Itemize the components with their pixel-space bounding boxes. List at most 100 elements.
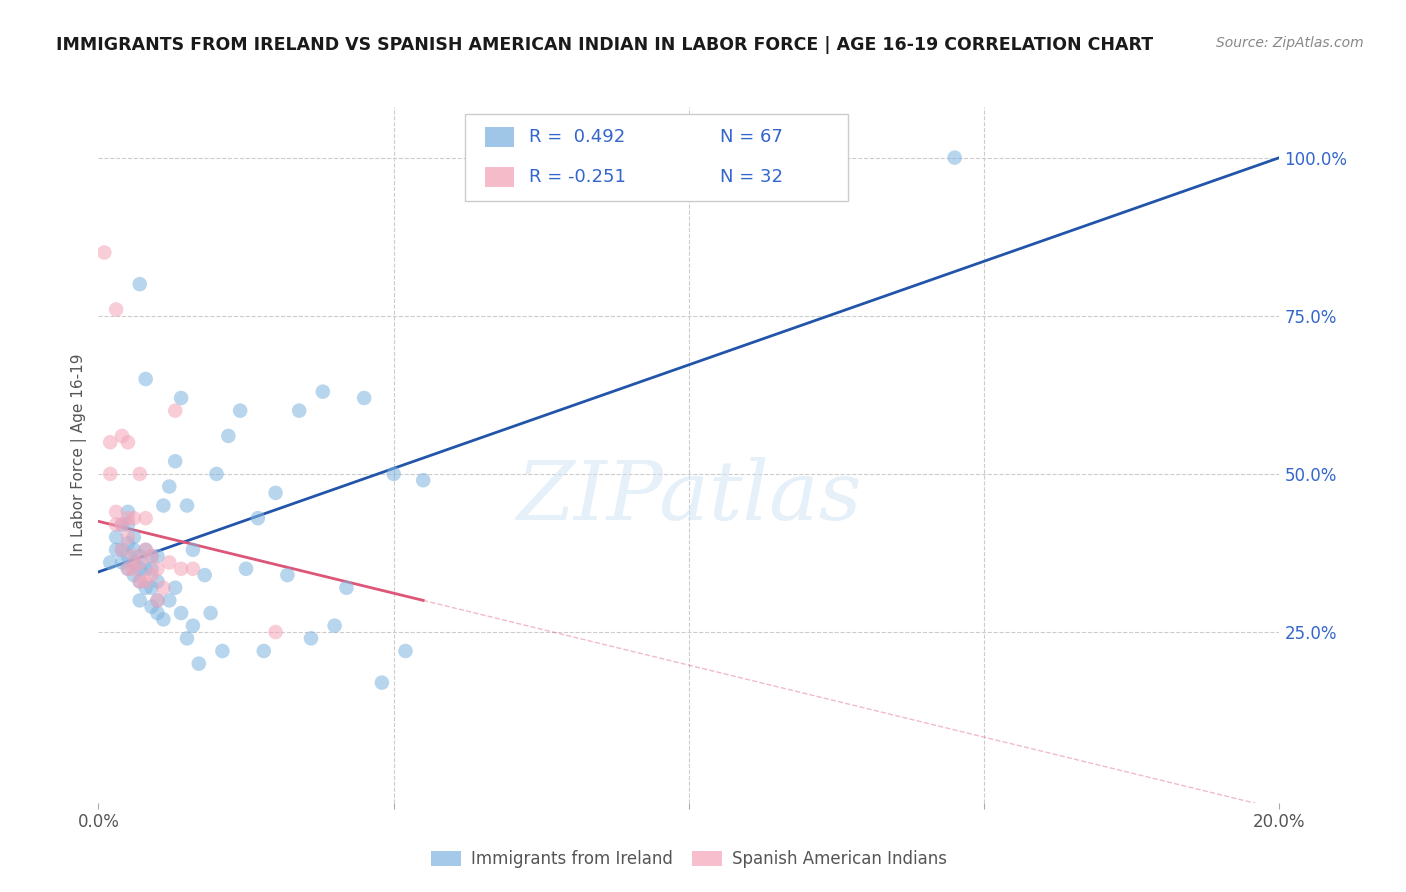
Point: [135, 372, 157, 386]
Point: [146, 606, 169, 620]
Point: [117, 435, 139, 450]
Point: [157, 556, 180, 570]
Point: [943, 151, 966, 165]
Point: [146, 562, 169, 576]
Point: [117, 511, 139, 525]
Point: [122, 530, 145, 544]
Point: [253, 644, 276, 658]
Point: [141, 599, 163, 614]
Point: [235, 562, 257, 576]
Point: [128, 556, 150, 570]
Point: [157, 593, 180, 607]
Point: [170, 391, 193, 405]
Point: [135, 542, 157, 557]
Point: [105, 505, 128, 519]
Point: [299, 632, 322, 646]
Point: [122, 562, 145, 576]
Point: [117, 530, 139, 544]
Point: [246, 511, 269, 525]
Legend: Immigrants from Ireland, Spanish American Indians: Immigrants from Ireland, Spanish America…: [423, 843, 955, 874]
Point: [111, 542, 134, 557]
Point: [152, 499, 174, 513]
Point: [165, 454, 187, 468]
Point: [122, 542, 145, 557]
Point: [111, 429, 134, 443]
Point: [111, 556, 134, 570]
Point: [264, 486, 287, 500]
Point: [146, 549, 169, 563]
Point: [117, 517, 139, 532]
Text: N = 32: N = 32: [720, 169, 783, 186]
Point: [394, 644, 416, 658]
Point: [152, 581, 174, 595]
Point: [93, 245, 115, 260]
Point: [217, 429, 239, 443]
Point: [187, 657, 209, 671]
Point: [323, 618, 346, 632]
Point: [229, 403, 252, 417]
Text: IMMIGRANTS FROM IRELAND VS SPANISH AMERICAN INDIAN IN LABOR FORCE | AGE 16-19 CO: IMMIGRANTS FROM IRELAND VS SPANISH AMERI…: [56, 36, 1153, 54]
Point: [98, 435, 121, 450]
Point: [276, 568, 298, 582]
Point: [122, 568, 145, 582]
Point: [165, 581, 187, 595]
Point: [382, 467, 405, 481]
Point: [176, 632, 198, 646]
Text: ZIPatlas: ZIPatlas: [516, 457, 862, 537]
Point: [128, 467, 150, 481]
Point: [135, 562, 157, 576]
Point: [111, 517, 134, 532]
Point: [117, 536, 139, 550]
Point: [170, 562, 193, 576]
Text: R =  0.492: R = 0.492: [529, 128, 624, 146]
Text: Source: ZipAtlas.com: Source: ZipAtlas.com: [1216, 36, 1364, 50]
Point: [122, 511, 145, 525]
Point: [165, 403, 187, 417]
Point: [264, 625, 287, 640]
Point: [117, 505, 139, 519]
Point: [135, 542, 157, 557]
Point: [105, 530, 128, 544]
Point: [211, 644, 233, 658]
Bar: [485, 128, 515, 147]
Point: [111, 517, 134, 532]
Point: [194, 568, 217, 582]
Point: [135, 581, 157, 595]
Point: [200, 606, 222, 620]
Point: [157, 479, 180, 493]
Point: [128, 593, 150, 607]
Point: [181, 542, 204, 557]
Point: [146, 593, 169, 607]
Point: [205, 467, 228, 481]
Point: [152, 612, 174, 626]
FancyBboxPatch shape: [464, 114, 848, 201]
Text: N = 67: N = 67: [720, 128, 783, 146]
Point: [335, 581, 357, 595]
Point: [146, 574, 169, 589]
Point: [146, 593, 169, 607]
Point: [105, 302, 128, 317]
Point: [371, 675, 394, 690]
Point: [128, 549, 150, 563]
Point: [412, 473, 434, 487]
Point: [353, 391, 375, 405]
Y-axis label: In Labor Force | Age 16-19: In Labor Force | Age 16-19: [72, 353, 87, 557]
Point: [128, 562, 150, 576]
Point: [105, 517, 128, 532]
Point: [141, 581, 163, 595]
Point: [181, 618, 204, 632]
Point: [117, 549, 139, 563]
Point: [111, 542, 134, 557]
Point: [117, 562, 139, 576]
Point: [128, 574, 150, 589]
Point: [141, 568, 163, 582]
Point: [135, 511, 157, 525]
Bar: [485, 168, 515, 187]
Point: [141, 549, 163, 563]
Point: [98, 556, 121, 570]
Point: [141, 549, 163, 563]
Point: [105, 542, 128, 557]
Point: [122, 556, 145, 570]
Point: [98, 467, 121, 481]
Point: [170, 606, 193, 620]
